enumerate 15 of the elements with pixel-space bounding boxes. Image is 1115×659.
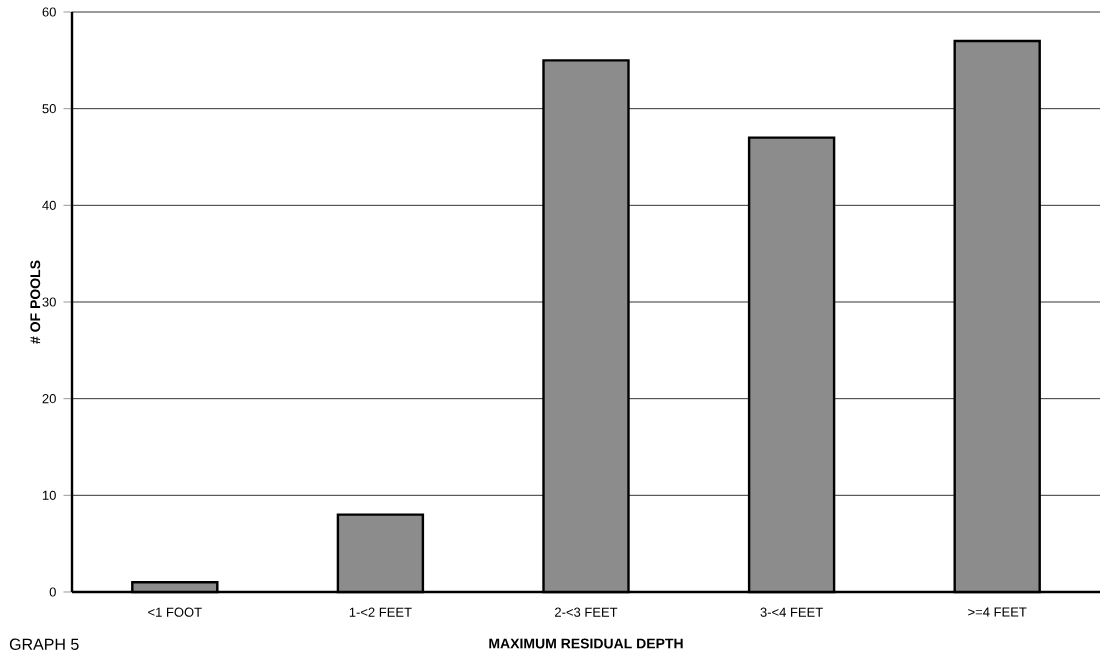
y-tick-label: 10: [42, 490, 56, 500]
y-tick-label: 60: [42, 7, 56, 17]
y-tick-label: 20: [42, 394, 56, 404]
y-tick-label: 0: [49, 587, 56, 597]
y-tick-label: 30: [42, 297, 56, 307]
y-tick-label: 50: [42, 104, 56, 114]
x-tick-label: <1 FOOT: [148, 607, 202, 617]
x-axis-title: MAXIMUM RESIDUAL DEPTH: [489, 638, 683, 649]
x-tick-label: >=4 FEET: [968, 607, 1027, 617]
y-tick-label: 40: [42, 200, 56, 210]
caption: GRAPH 5: [9, 638, 79, 650]
x-tick-label: 1-<2 FEET: [349, 607, 412, 617]
x-tick-label: 2-<3 FEET: [555, 607, 618, 617]
x-tick-label: 3-<4 FEET: [760, 607, 823, 617]
y-axis-title: # OF POOLS: [30, 260, 41, 344]
